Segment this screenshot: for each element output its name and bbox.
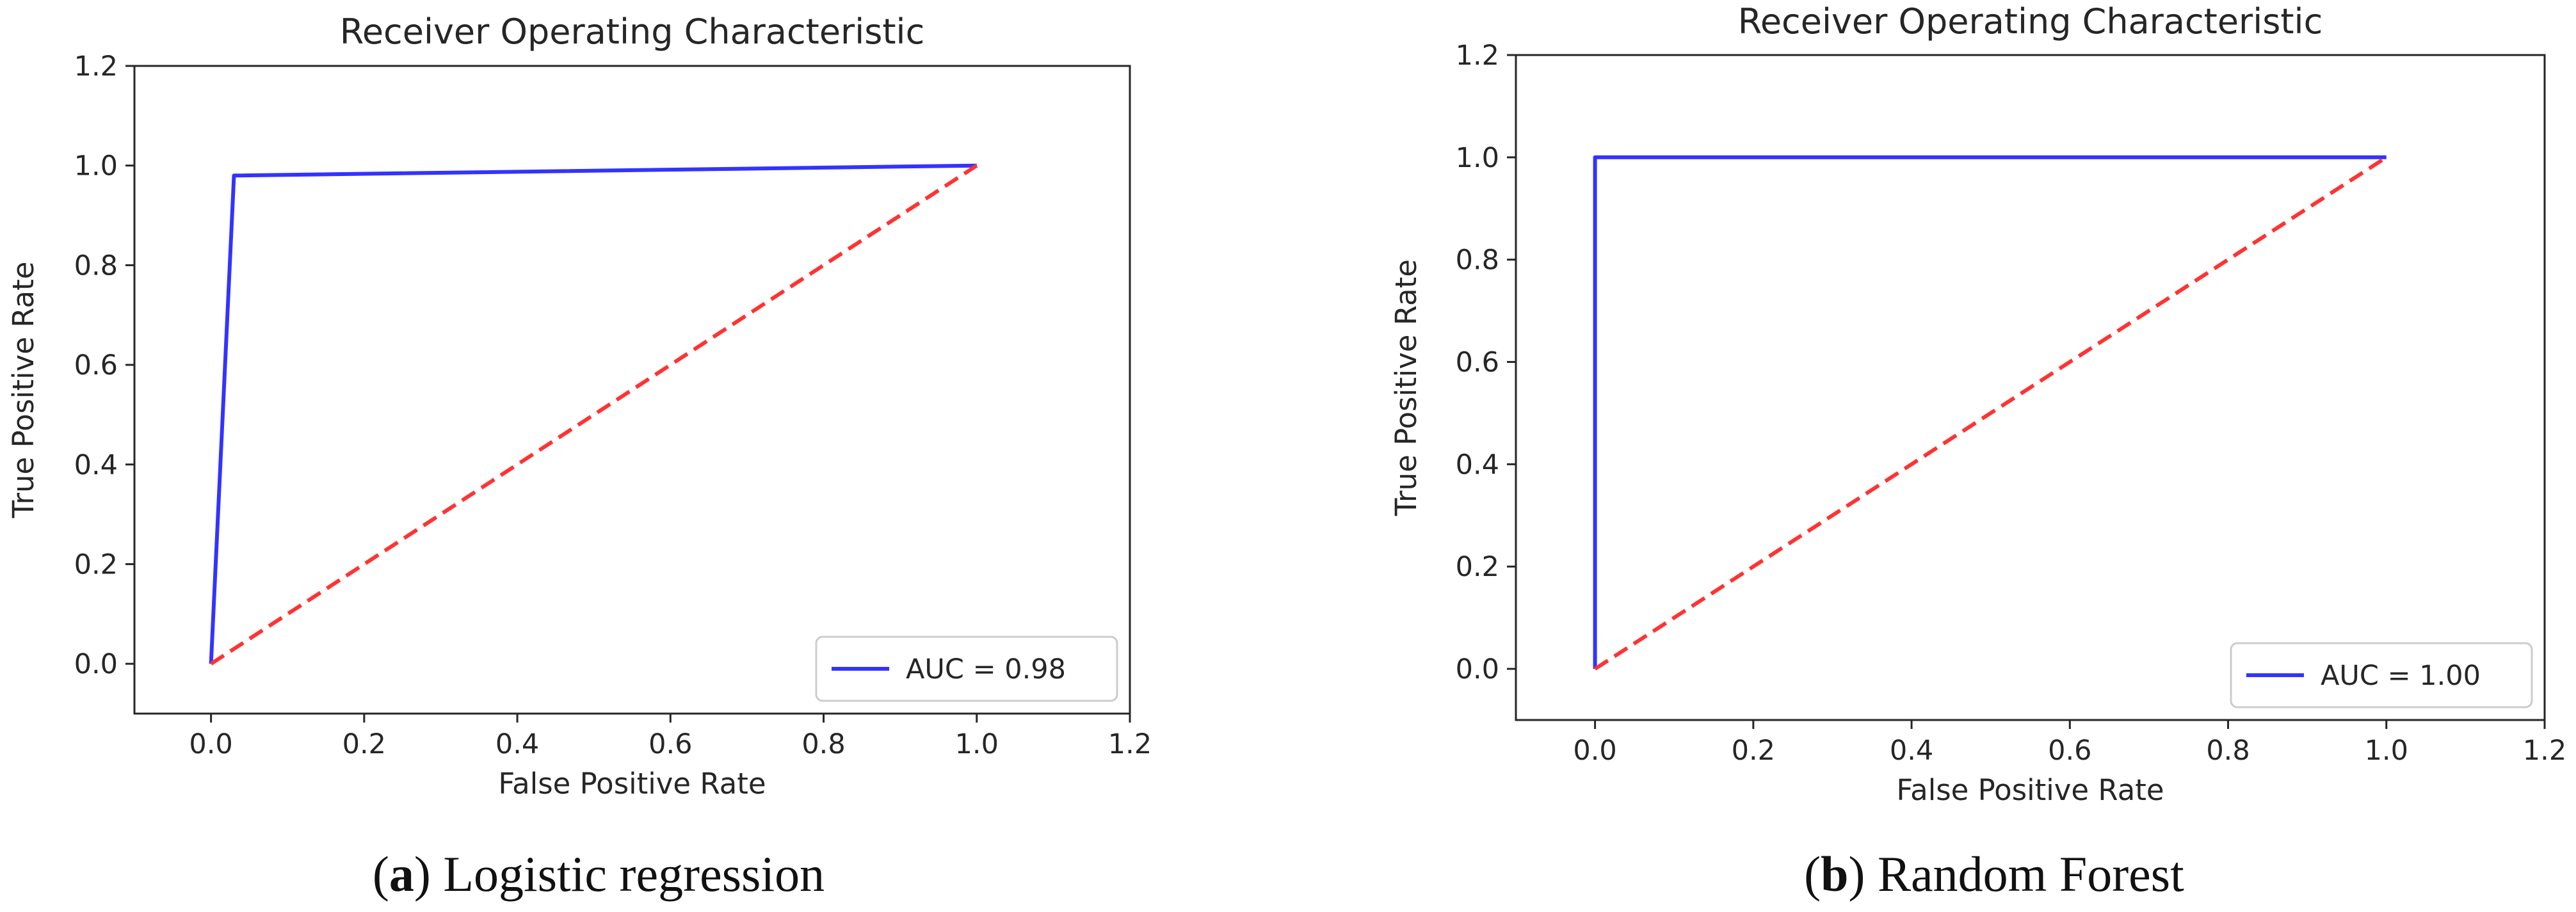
chart-title: Receiver Operating Characteristic: [340, 12, 925, 52]
legend: AUC = 1.00: [2230, 642, 2533, 708]
x-tick-label: 0.6: [2048, 735, 2091, 767]
x-tick-label: 0.8: [2206, 735, 2250, 767]
y-tick-label: 0.8: [74, 250, 118, 282]
caption-text: Random Forest: [1878, 846, 2184, 902]
caption-close-paren: ): [1849, 846, 1878, 902]
x-tick-label: 0.8: [801, 728, 845, 760]
caption-open-paren: (: [373, 846, 389, 902]
y-tick-label: 0.8: [1456, 244, 1499, 276]
legend: AUC = 0.98: [815, 636, 1118, 702]
y-tick-label: 0.0: [1456, 653, 1499, 685]
y-tick-label: 0.6: [74, 349, 118, 381]
plot-frame: [1515, 54, 2546, 721]
x-tick-label: 0.0: [189, 728, 232, 760]
x-tick-label: 0.2: [1732, 735, 1775, 767]
caption-letter: b: [1821, 846, 1848, 902]
x-tick-label: 0.6: [648, 728, 692, 760]
panel-caption: (b) Random Forest: [1804, 846, 2184, 902]
roc-curve-line: [1593, 155, 2387, 669]
y-axis-label: True Positive Rate: [6, 262, 40, 519]
x-tick-label: 0.2: [342, 728, 386, 760]
legend-label: AUC = 0.98: [906, 653, 1066, 685]
chart-panel-a: Receiver Operating Characteristic 0.0 0.2 0…: [6, 12, 1152, 902]
x-tick-label: 0.4: [495, 728, 539, 760]
y-tick-label: 0.2: [1456, 551, 1499, 583]
x-tick-label: 0.0: [1573, 735, 1616, 767]
chart-panel-b: Receiver Operating Characteristic 0.0 0.2 0…: [1389, 1, 2566, 902]
legend-box: [815, 636, 1118, 702]
y-tick-label: 0.2: [74, 548, 118, 580]
x-axis-label: False Positive Rate: [1896, 773, 2164, 807]
x-tick-label: 1.0: [955, 728, 999, 760]
x-axis-label: False Positive Rate: [498, 767, 766, 801]
baseline-diagonal-line: [1593, 156, 2388, 671]
y-tick-label: 0.4: [74, 449, 118, 481]
legend-label: AUC = 1.00: [2321, 660, 2481, 692]
legend-box: [2230, 642, 2533, 708]
y-tick-label: 0.0: [74, 648, 118, 680]
x-tick-label: 1.0: [2365, 735, 2408, 767]
y-tick-label: 1.0: [74, 150, 118, 182]
chart-title: Receiver Operating Characteristic: [1738, 1, 2323, 42]
caption-close-paren: ): [414, 846, 443, 902]
panel-caption: (a) Logistic regression: [373, 846, 825, 902]
y-tick-label: 1.2: [1456, 40, 1499, 72]
x-tick-label: 1.2: [2523, 735, 2566, 767]
y-axis-label: True Positive Rate: [1389, 259, 1423, 516]
x-tick-label: 0.4: [1890, 735, 1933, 767]
x-tick-label: 1.2: [1108, 728, 1152, 760]
y-tick-label: 1.2: [74, 51, 118, 83]
y-tick-label: 0.6: [1456, 347, 1499, 379]
plot-frame: [133, 65, 1131, 715]
baseline-diagonal-line: [209, 164, 978, 666]
y-tick-label: 1.0: [1456, 142, 1499, 174]
caption-text: Logistic regression: [443, 846, 825, 902]
roc-curve-line: [209, 163, 977, 664]
y-tick-label: 0.4: [1456, 449, 1499, 481]
caption-letter: a: [389, 846, 414, 902]
caption-open-paren: (: [1804, 846, 1821, 902]
